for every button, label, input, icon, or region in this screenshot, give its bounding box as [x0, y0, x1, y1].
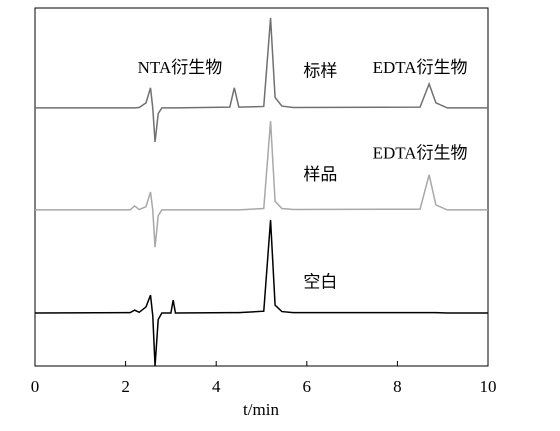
x-tick-label: 0: [31, 377, 40, 396]
series-label: 标样: [303, 61, 337, 80]
trace: [35, 17, 488, 142]
series-label: 空白: [303, 273, 337, 292]
series-label: 样品: [303, 165, 337, 184]
x-tick-label: 4: [212, 377, 221, 396]
plot-frame: [34, 7, 489, 367]
x-tick-label: 8: [393, 377, 402, 396]
x-tick-label: 10: [480, 377, 497, 396]
annotation: EDTA衍生物: [373, 58, 468, 77]
annotation: NTA衍生物: [138, 58, 223, 77]
trace: [34, 219, 488, 367]
x-axis-label: t/min: [243, 400, 279, 419]
trace: [35, 121, 488, 248]
x-tick-label: 2: [121, 377, 130, 396]
x-tick-label: 6: [303, 377, 312, 396]
annotation: EDTA衍生物: [373, 144, 468, 163]
